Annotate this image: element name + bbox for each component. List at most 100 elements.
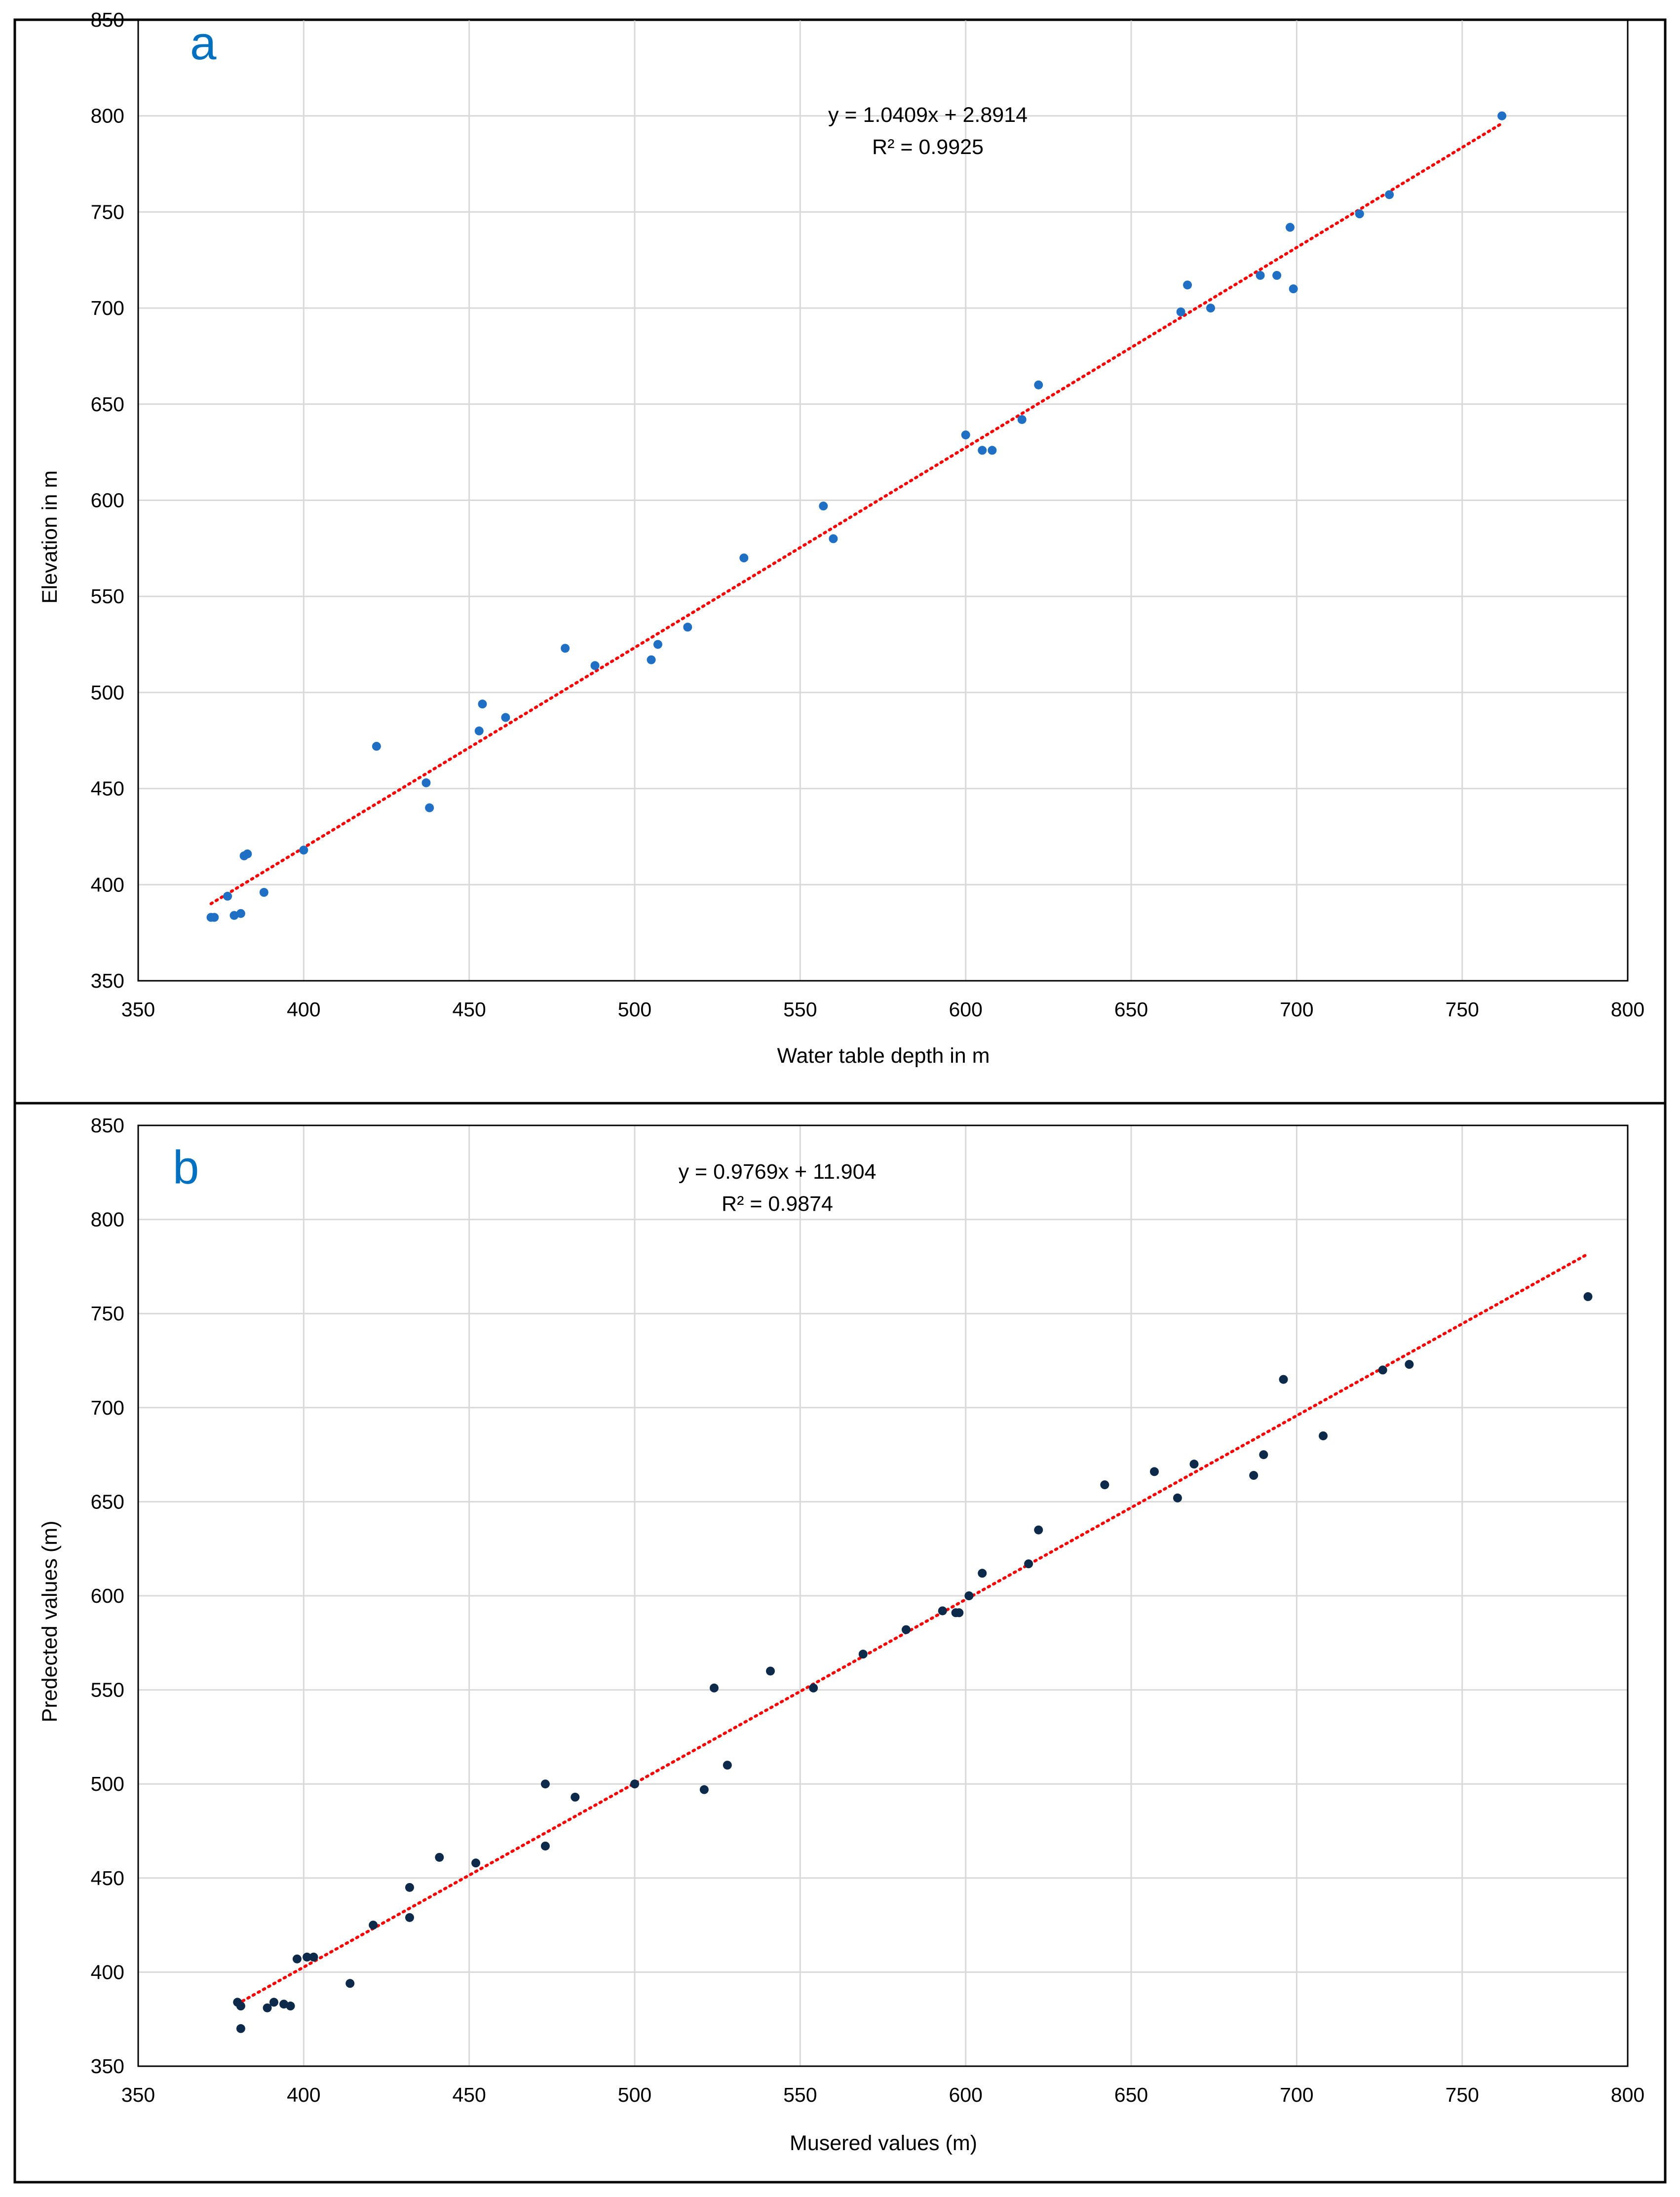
panel-a-x-tick-label-2: 450 [452,998,486,1021]
panel-b-y-tick-label-6: 650 [91,1490,124,1513]
panel-b-x-tick-label-2: 450 [452,2083,486,2106]
panel-a-x-tick-label-9: 800 [1611,998,1644,1021]
panel-a-point-0-26 [1017,415,1027,424]
panel-a-y-tick-label-3: 500 [91,681,124,704]
panel-a-point-0-18 [653,640,662,649]
panel-b-point-0-40 [1279,1375,1288,1384]
panel-b-point-0-11 [369,1921,378,1930]
panel-a-point-0-31 [1256,270,1265,280]
panel-a-y-tick-label-7: 700 [91,297,124,319]
panel-a-point-0-14 [501,713,510,722]
panel-b-plot-area [137,1124,1629,2067]
panel-b-point-0-35 [1149,1467,1159,1476]
panel-b-point-0-42 [1378,1365,1387,1375]
panel-a-y-tick-label-10: 850 [91,8,124,31]
panel-b-x-tick-label-6: 650 [1114,2083,1148,2106]
panel-a-point-0-28 [1176,307,1185,316]
panel-b-point-0-27 [938,1606,947,1616]
panel-b-point-0-26 [901,1625,911,1634]
panel-b-point-0-1 [236,2002,245,2011]
panel-a-y-axis-title: Elevation in m [38,470,62,604]
panel-b-point-0-38 [1249,1471,1259,1480]
panel-a-y-tick-label-2: 450 [91,777,124,800]
panel-b-point-0-39 [1259,1450,1268,1460]
panel-b-x-tick-label-1: 400 [287,2083,320,2106]
panel-a-point-0-19 [683,622,692,632]
panel-a-point-0-29 [1183,280,1192,290]
panel-b-point-0-3 [263,2003,272,2012]
panel-a-point-0-22 [829,534,838,543]
panel-b-point-0-23 [765,1666,775,1676]
panel-b-point-0-36 [1173,1493,1182,1503]
panel-b-point-0-2 [236,2024,245,2033]
panel-a-point-0-15 [561,644,570,653]
panel-b-point-0-4 [269,1998,278,2007]
panel-a-equation: y = 1.0409x + 2.8914 [828,103,1028,127]
panel-a-y-tick-label-1: 400 [91,873,124,896]
panel-a-x-tick-label-0: 350 [121,998,155,1021]
panel-a-trendline [209,122,1504,905]
panel-b-letter: b [173,1141,199,1194]
panel-a-x-tick-label-3: 500 [618,998,651,1021]
panel-a-x-tick-label-1: 400 [287,998,320,1021]
panel-b-point-0-31 [978,1569,987,1578]
panel-b-y-tick-label-1: 400 [91,1961,124,1983]
panel-b-y-tick-label-5: 600 [91,1584,124,1607]
panel-b-point-0-17 [540,1779,550,1789]
panel-b-x-tick-label-4: 550 [783,2083,817,2106]
panel-a-point-0-25 [988,446,997,455]
panel-b-y-tick-label-0: 350 [91,2055,124,2078]
panel-a-point-0-11 [425,803,434,812]
panel-a-r-squared: R² = 0.9925 [872,135,984,159]
panel-b-points [233,1292,1593,2033]
panel-b-point-0-24 [809,1683,818,1693]
panel-b-trendline-layer [236,1252,1590,2005]
panel-b-trendline [236,1252,1590,2005]
panel-a-point-0-36 [1385,190,1394,199]
panel-a-x-tick-label-6: 650 [1114,998,1148,1021]
panel-a-point-0-17 [647,655,656,664]
panel-a-x-ticks: 350 400 450 500 550 600 650 700 750 800 [121,998,1644,1021]
panel-b-y-axis-title: Predected values (m) [38,1521,62,1723]
panel-b-point-0-32 [1024,1559,1033,1569]
panel-b-point-0-10 [345,1979,355,1988]
panel-a-point-0-10 [421,778,431,787]
panel-a-point-0-33 [1285,223,1295,232]
panel-b-point-0-21 [709,1683,719,1693]
panel-a-point-0-20 [739,553,749,563]
panel-a-point-0-4 [236,909,245,918]
panel-a-point-0-27 [1034,380,1043,389]
panel-a-point-0-34 [1289,284,1298,294]
panel-a-point-0-16 [590,661,600,670]
panel-b-point-0-8 [303,1952,312,1962]
panel-b-border [13,1102,1667,2184]
panel-a-x-axis-title: Water table depth in m [777,1044,990,1068]
panel-b-point-0-13 [405,1913,414,1922]
panel-a: 350 400 450 500 550 600 650 700 750 800 350 400 450… [13,8,1667,1105]
panel-a-y-tick-label-6: 650 [91,393,124,416]
panel-b-point-0-43 [1405,1360,1414,1369]
panel-a-y-tick-label-9: 800 [91,105,124,127]
panel-a-point-0-6 [243,849,252,858]
panel-b-point-0-44 [1583,1292,1593,1301]
panel-a-y-tick-label-0: 350 [91,969,124,992]
panel-b-point-0-18 [571,1792,580,1802]
panel-b: 350 400 450 500 550 600 650 700 750 800 350 400 450… [13,1102,1667,2184]
panel-b-point-0-15 [471,1858,481,1868]
panel-a-point-0-9 [372,741,381,751]
panel-a-point-0-32 [1272,270,1282,280]
panel-b-point-0-9 [309,1952,318,1962]
panel-b-point-0-16 [540,1841,550,1850]
panel-b-point-0-25 [858,1650,868,1659]
panel-a-y-tick-label-4: 550 [91,585,124,608]
panel-b-y-tick-label-4: 550 [91,1679,124,1701]
panel-a-x-tick-label-8: 750 [1445,998,1479,1021]
panel-b-point-0-22 [723,1761,732,1770]
panel-a-y-tick-label-5: 600 [91,489,124,512]
panel-b-equation: y = 0.9769x + 11.904 [679,1160,877,1184]
panel-a-y-ticks: 350 400 450 500 550 600 650 700 750 800 850 [91,8,124,992]
panel-b-point-0-37 [1189,1460,1199,1469]
panel-b-point-0-20 [699,1785,709,1794]
panel-b-x-tick-label-9: 800 [1611,2083,1644,2106]
